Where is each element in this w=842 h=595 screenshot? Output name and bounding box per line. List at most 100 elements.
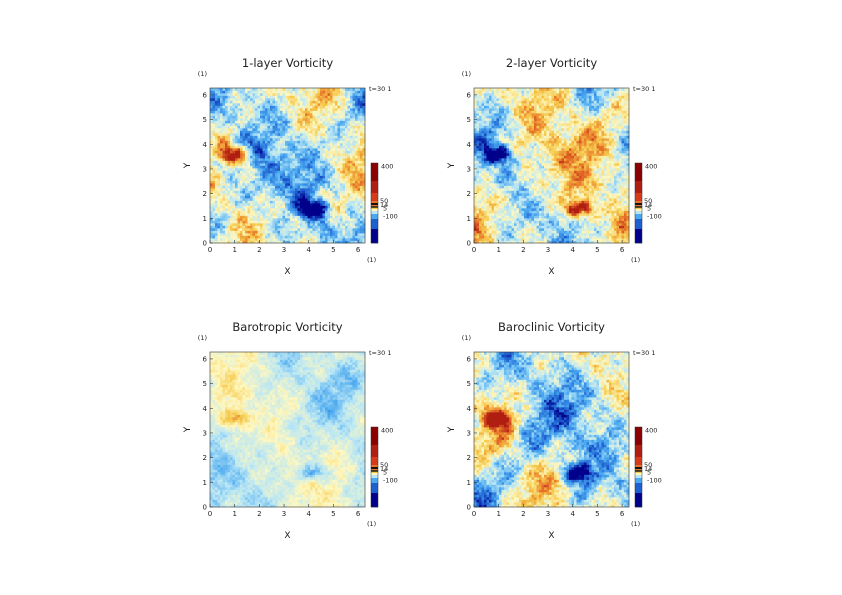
- heatmap-cell: [491, 115, 495, 119]
- heatmap-cell: [262, 88, 266, 91]
- heatmap-cell: [479, 188, 482, 191]
- heatmap-cell: [491, 205, 495, 209]
- heatmap-cell: [350, 190, 353, 194]
- heatmap-cell: [210, 213, 213, 216]
- heatmap-cell: [242, 163, 246, 166]
- heatmap-cell: [504, 200, 507, 204]
- heatmap-cell: [484, 108, 487, 111]
- heatmap-cell: [362, 115, 366, 119]
- heatmap-cell: [235, 203, 238, 206]
- heatmap-cell: [327, 138, 331, 141]
- heatmap-cell: [347, 133, 351, 136]
- heatmap-cell: [237, 118, 241, 121]
- heatmap-cell: [479, 223, 482, 226]
- heatmap-cell: [212, 140, 216, 144]
- heatmap-cell: [514, 118, 517, 121]
- heatmap-cell: [262, 105, 266, 109]
- heatmap-cell: [222, 125, 226, 129]
- heatmap-cell: [210, 233, 213, 236]
- heatmap-cell: [282, 160, 286, 164]
- heatmap-cell: [290, 185, 293, 189]
- heatmap-cell: [327, 220, 331, 224]
- heatmap-cell: [506, 98, 510, 101]
- heatmap-cell: [280, 118, 283, 121]
- heatmap-cell: [230, 223, 233, 226]
- heatmap-cell: [486, 193, 490, 196]
- heatmap-cell: [287, 115, 291, 119]
- heatmap-cell: [237, 203, 241, 206]
- heatmap-cell: [252, 165, 256, 169]
- heatmap-cell: [262, 125, 266, 129]
- heatmap-cell: [320, 93, 323, 96]
- heatmap-cell: [352, 233, 356, 236]
- heatmap-cell: [275, 213, 278, 216]
- heatmap-cell: [277, 148, 281, 151]
- heatmap-cell: [240, 178, 243, 181]
- heatmap-cell: [350, 90, 353, 94]
- heatmap-cell: [479, 203, 482, 206]
- heatmap-cell: [342, 90, 346, 94]
- heatmap-cell: [496, 240, 500, 244]
- heatmap-cell: [247, 228, 251, 231]
- heatmap-cell: [332, 170, 336, 174]
- heatmap-cell: [307, 93, 311, 96]
- heatmap-cell: [322, 123, 326, 126]
- heatmap-cell: [360, 173, 363, 176]
- heatmap-cell: [307, 193, 311, 196]
- heatmap-cell: [300, 158, 303, 161]
- heatmap-cell: [509, 233, 512, 236]
- heatmap-cell: [317, 183, 321, 186]
- heatmap-cell: [255, 185, 258, 189]
- heatmap-cell: [287, 138, 291, 141]
- heatmap-cell: [325, 193, 328, 196]
- heatmap-cell: [489, 173, 492, 176]
- heatmap-cell: [287, 165, 291, 169]
- heatmap-cell: [352, 185, 356, 189]
- heatmap-cell: [252, 120, 256, 124]
- heatmap-cell: [267, 123, 271, 126]
- heatmap-cell: [335, 93, 338, 96]
- heatmap-cell: [277, 163, 281, 166]
- heatmap-cell: [514, 200, 517, 204]
- heatmap-cell: [285, 218, 288, 221]
- heatmap-cell: [210, 195, 213, 199]
- heatmap-cell: [332, 198, 336, 201]
- heatmap-cell: [327, 233, 331, 236]
- heatmap-cell: [237, 205, 241, 209]
- heatmap-cell: [295, 138, 298, 141]
- heatmap-cell: [322, 218, 326, 221]
- heatmap-cell: [357, 160, 361, 164]
- heatmap-cell: [484, 233, 487, 236]
- heatmap-cell: [292, 153, 296, 156]
- heatmap-cell: [350, 163, 353, 166]
- heatmap-cell: [317, 188, 321, 191]
- heatmap-cell: [494, 103, 497, 106]
- heatmap-cell: [220, 128, 223, 131]
- heatmap-cell: [287, 128, 291, 131]
- heatmap-cell: [255, 228, 258, 231]
- heatmap-cell: [250, 218, 253, 221]
- heatmap-cell: [247, 240, 251, 244]
- heatmap-cell: [345, 223, 348, 226]
- heatmap-cell: [227, 235, 231, 239]
- heatmap-cell: [250, 235, 253, 239]
- heatmap-cell: [272, 118, 276, 121]
- heatmap-cell: [257, 165, 261, 169]
- heatmap-cell: [212, 130, 216, 134]
- heatmap-cell: [325, 235, 328, 239]
- heatmap-cell: [285, 103, 288, 106]
- heatmap-cell: [486, 233, 490, 236]
- heatmap-cell: [357, 185, 361, 189]
- heatmap-cell: [277, 140, 281, 144]
- heatmap-cell: [499, 150, 502, 154]
- heatmap-cell: [257, 108, 261, 111]
- heatmap-cell: [262, 240, 266, 244]
- heatmap-cell: [240, 158, 243, 161]
- heatmap-cell: [270, 195, 273, 199]
- heatmap-cell: [260, 198, 263, 201]
- heatmap-cell: [240, 215, 243, 219]
- heatmap-cell: [310, 95, 313, 99]
- heatmap-cell: [210, 103, 213, 106]
- heatmap-cell: [342, 200, 346, 204]
- heatmap-cell: [260, 105, 263, 109]
